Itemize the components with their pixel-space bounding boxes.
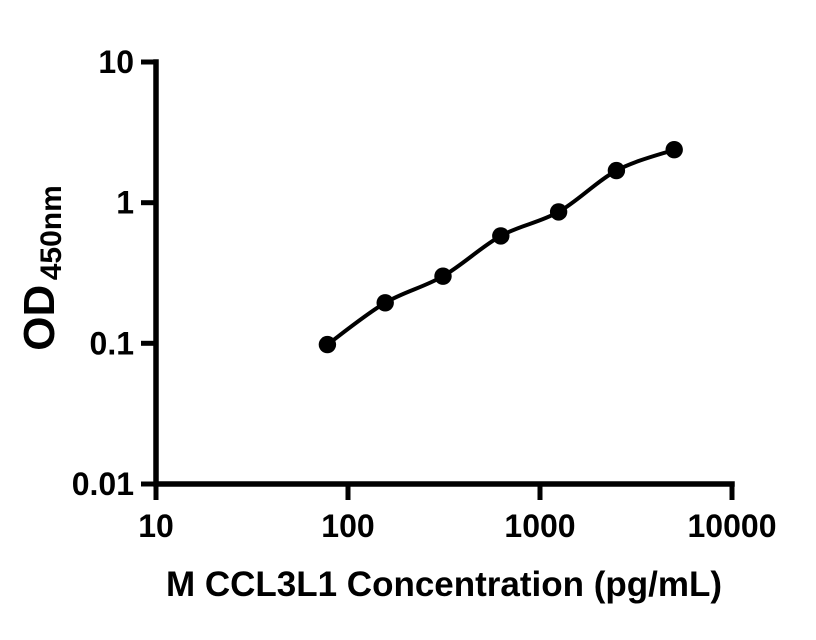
y-axis-title-subscript: 450nm (35, 185, 68, 280)
data-point-4 (549, 203, 568, 221)
series-layer (318, 141, 683, 354)
y-tick-label-1: 1 (116, 185, 134, 221)
data-point-3 (492, 227, 510, 245)
data-point-0 (318, 335, 337, 354)
y-tick-label-0-01: 0.01 (72, 466, 134, 502)
x-tick-label-1000: 1000 (504, 508, 575, 544)
data-point-5 (607, 161, 626, 180)
x-axis-title: M CCL3L1 Concentration (pg/mL) (166, 565, 722, 604)
fitted-curve (326, 147, 675, 347)
y-axis-title-main: OD (15, 285, 64, 351)
x-tick-label-100: 100 (321, 508, 374, 544)
data-point-1 (376, 294, 394, 312)
y-tick-label-0-1: 0.1 (90, 325, 134, 361)
x-tick-label-10000: 10000 (688, 508, 777, 544)
y-tick-label-10: 10 (98, 44, 134, 80)
y-axis-title: OD 450nm (15, 185, 68, 351)
x-axis-ticks (153, 484, 735, 500)
y-axis-ticks (141, 59, 156, 487)
x-tick-label-10: 10 (138, 508, 174, 544)
data-point-6 (665, 141, 683, 159)
data-point-2 (434, 267, 452, 285)
